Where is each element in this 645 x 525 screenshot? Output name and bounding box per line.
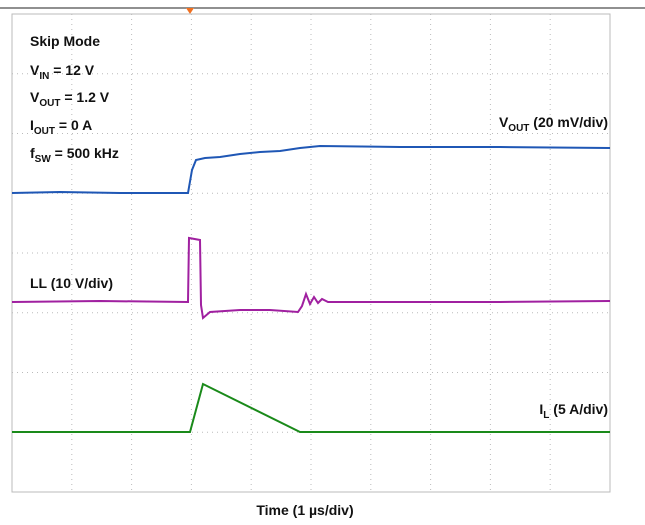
vout-label: VOUT = 1.2 V <box>30 89 110 109</box>
il-trace <box>12 382 610 433</box>
ll-trace-label: LL (10 V/div) <box>30 275 113 291</box>
ll-trace <box>11 236 611 320</box>
fsw-label: fSW = 500 kHz <box>30 145 119 165</box>
vout-trace <box>11 144 611 194</box>
mode-label: Skip Mode <box>30 33 100 49</box>
vout-trace-label: VOUT (20 mV/div) <box>499 114 608 134</box>
il-trace-label: IL (5 A/div) <box>539 401 608 421</box>
vin-label: VIN = 12 V <box>30 62 95 82</box>
plot-frame <box>11 13 611 493</box>
iout-label: IOUT = 0 A <box>30 117 92 137</box>
trigger-marker <box>186 8 194 14</box>
grid <box>12 14 610 492</box>
x-axis-label: Time (1 µs/div) <box>256 502 353 518</box>
labels: Skip Mode VIN = 12 V VOUT = 1.2 V IOUT =… <box>30 33 608 518</box>
